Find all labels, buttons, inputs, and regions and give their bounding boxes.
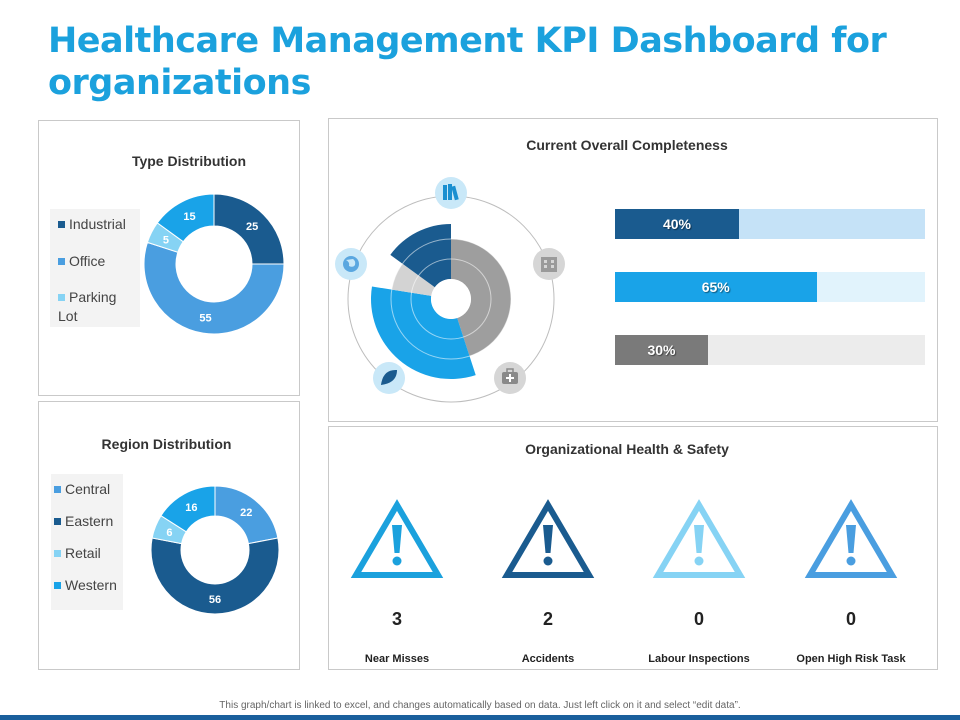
warning-icon	[350, 499, 444, 578]
region-distribution-panel: Region Distribution Central Eastern Reta…	[38, 401, 300, 670]
type-distribution-legend: Industrial Office Parking Lot	[50, 209, 140, 327]
safety-count: 2	[542, 609, 553, 629]
radial-wedge-gray	[451, 239, 511, 299]
type-distribution-panel: Type Distribution Industrial Office Park…	[38, 120, 300, 396]
completeness-title: Current Overall Completeness	[526, 137, 728, 153]
safety-title: Organizational Health & Safety	[525, 441, 729, 457]
completeness-bar-fill: 40%	[615, 209, 739, 239]
donut-data-label: 56	[209, 594, 221, 606]
donut-data-label: 15	[183, 211, 195, 223]
legend-item-office[interactable]: Office	[58, 252, 105, 271]
completeness-bar-1: 40%	[615, 209, 925, 239]
region-distribution-title: Region Distribution	[101, 436, 232, 452]
donut-slice-office[interactable]	[143, 241, 285, 335]
legend-item-parking-lot[interactable]: Parking Lot	[58, 289, 117, 324]
warning-icon	[501, 499, 595, 578]
donut-data-label: 55	[199, 312, 211, 324]
safety-label: Accidents	[521, 653, 575, 665]
radial-wedge-light	[391, 263, 435, 296]
completeness-bar-fill: 65%	[615, 272, 817, 302]
safety-item-labour-inspections: 0 Labour Inspections	[624, 499, 774, 671]
completeness-radial-chart	[335, 177, 565, 403]
radial-grid-ring	[410, 258, 492, 340]
legend-swatch	[58, 294, 65, 301]
donut-data-label: 16	[185, 502, 197, 514]
safety-count: 0	[845, 609, 856, 629]
legend-swatch	[54, 518, 61, 525]
safety-label: Labour Inspections	[648, 653, 750, 665]
legend-swatch	[58, 258, 65, 265]
radial-wedge-gray-lower	[457, 299, 511, 357]
safety-panel: Organizational Health & Safety 3 Near Mis…	[328, 426, 938, 670]
legend-item-industrial[interactable]: Industrial	[58, 215, 126, 234]
donut-slice-other[interactable]	[156, 193, 215, 243]
donut-data-label: 22	[240, 507, 252, 519]
medical-kit-icon[interactable]	[494, 362, 526, 394]
legend-item-western[interactable]: Western	[54, 576, 122, 595]
completeness-bar-2: 65%	[615, 272, 925, 302]
donut-data-label: 6	[166, 527, 172, 539]
donut-slice-western[interactable]	[160, 485, 216, 533]
bottom-accent-bar	[0, 715, 960, 720]
completeness-panel: Current Overall Completeness	[328, 118, 938, 422]
type-distribution-title: Type Distribution	[131, 153, 247, 169]
warning-icon	[804, 499, 898, 578]
radial-wedge-dark	[390, 224, 451, 288]
region-distribution-donut: 22 56 6 16	[150, 485, 280, 615]
legend-item-central[interactable]: Central	[54, 480, 110, 499]
region-distribution-legend: Central Eastern Retail Western	[51, 474, 123, 610]
legend-swatch	[54, 550, 61, 557]
donut-slice-eastern[interactable]	[150, 537, 280, 615]
page-title: Healthcare Management KPI Dashboard for …	[48, 21, 887, 103]
completeness-bar-fill: 30%	[615, 335, 708, 365]
safety-label: Open High Risk Task	[796, 653, 906, 665]
leaf-icon[interactable]	[373, 362, 405, 394]
safety-item-accidents: 2 Accidents	[473, 499, 623, 671]
globe-icon[interactable]	[335, 248, 367, 280]
safety-count: 0	[693, 609, 704, 629]
safety-item-open-high-risk-task: 0 Open High Risk Task	[776, 499, 926, 671]
library-icon[interactable]	[435, 177, 467, 209]
radial-center	[431, 279, 471, 319]
footer-note: This graph/chart is linked to excel, and…	[219, 700, 741, 711]
safety-label: Near Misses	[364, 653, 430, 665]
completeness-bar-3: 30%	[615, 335, 925, 365]
donut-data-label: 25	[246, 221, 258, 233]
legend-item-eastern[interactable]: Eastern	[54, 512, 122, 531]
safety-item-near-misses: 3 Near Misses	[322, 499, 472, 671]
legend-swatch	[54, 486, 61, 493]
legend-swatch	[54, 582, 61, 589]
building-icon[interactable]	[533, 248, 565, 280]
warning-icon	[652, 499, 746, 578]
safety-count: 3	[391, 609, 402, 629]
legend-item-retail[interactable]: Retail	[54, 544, 101, 563]
legend-swatch	[58, 221, 65, 228]
donut-data-label: 5	[163, 234, 169, 246]
radial-grid-ring	[390, 238, 512, 360]
radial-wedge-blue	[371, 286, 476, 379]
